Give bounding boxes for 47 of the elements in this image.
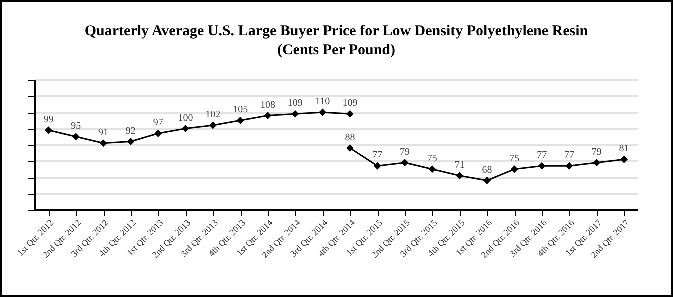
data-label: 109 [288, 98, 303, 110]
point [484, 177, 491, 184]
data-label: 79 [400, 146, 410, 158]
point [620, 156, 628, 164]
data-label: 71 [454, 160, 465, 171]
data-label: 102 [206, 110, 221, 120]
data-label: 81 [619, 144, 630, 155]
data-label: 109 [342, 98, 358, 110]
point [428, 166, 436, 174]
data-label: 95 [71, 120, 82, 132]
point [538, 162, 546, 170]
point [566, 162, 574, 170]
point [319, 108, 327, 116]
data-label: 75 [427, 153, 438, 164]
data-label: 77 [372, 150, 383, 162]
point [236, 116, 244, 124]
point [100, 140, 108, 148]
point [44, 126, 52, 134]
data-label: 92 [126, 126, 136, 137]
point [154, 130, 162, 138]
data-label: 91 [98, 127, 109, 138]
data-label: 105 [233, 104, 248, 116]
point [292, 110, 300, 118]
point [401, 159, 409, 167]
data-label: 110 [315, 96, 330, 108]
point [346, 144, 354, 152]
data-label: 100 [178, 112, 194, 124]
point [182, 125, 190, 132]
point [127, 138, 135, 146]
point [456, 172, 464, 180]
data-label: 68 [482, 164, 492, 176]
data-label: 108 [260, 100, 276, 111]
point [346, 110, 354, 118]
data-label: 77 [537, 150, 548, 162]
data-label: 79 [592, 146, 602, 158]
chart-title: Quarterly Average U.S. Large Buyer Price for Low Density Polyethylene Resin [84, 24, 589, 40]
point [374, 162, 382, 170]
point [72, 133, 80, 141]
data-label: 77 [564, 150, 574, 162]
point [593, 159, 601, 167]
data-label: 97 [153, 118, 164, 129]
data-label: 75 [510, 153, 520, 164]
data-label: 99 [44, 114, 54, 126]
data-label: 88 [345, 132, 356, 144]
point [510, 166, 518, 174]
chart-subtitle: (Cents Per Pound) [277, 42, 396, 58]
point [209, 122, 217, 130]
